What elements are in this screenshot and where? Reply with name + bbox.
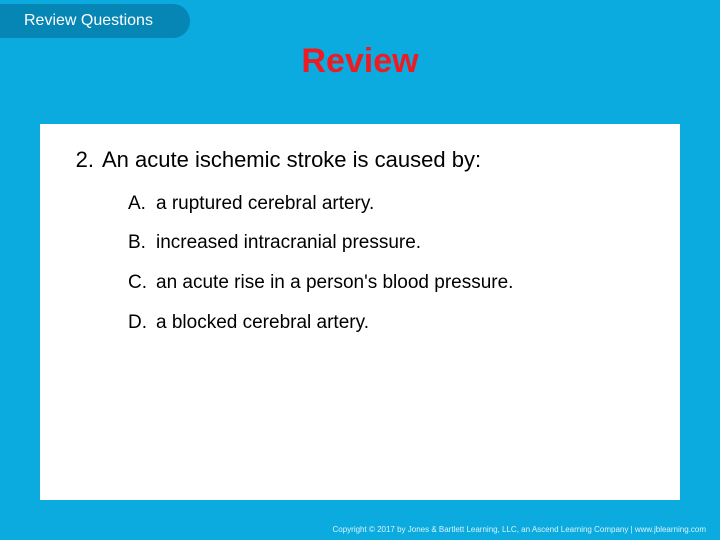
option-text: increased intracranial pressure. — [156, 231, 421, 255]
copyright-footer: Copyright © 2017 by Jones & Bartlett Lea… — [332, 525, 706, 534]
options-list: A. a ruptured cerebral artery. B. increa… — [70, 192, 650, 335]
option-row: B. increased intracranial pressure. — [128, 231, 650, 255]
option-letter: D. — [128, 312, 156, 334]
question-text: An acute ischemic stroke is caused by: — [102, 146, 481, 174]
question-number: 2. — [70, 147, 102, 173]
slide-title: Review — [0, 42, 720, 81]
option-row: C. an acute rise in a person's blood pre… — [128, 271, 650, 295]
option-text: a blocked cerebral artery. — [156, 311, 369, 335]
question-row: 2. An acute ischemic stroke is caused by… — [70, 146, 650, 174]
option-text: an acute rise in a person's blood pressu… — [156, 271, 513, 295]
section-tab: Review Questions — [0, 4, 190, 38]
option-row: D. a blocked cerebral artery. — [128, 311, 650, 335]
option-letter: C. — [128, 272, 156, 294]
content-panel: 2. An acute ischemic stroke is caused by… — [40, 124, 680, 500]
option-letter: A. — [128, 193, 156, 215]
section-tab-label: Review Questions — [24, 12, 153, 30]
option-letter: B. — [128, 232, 156, 254]
option-text: a ruptured cerebral artery. — [156, 192, 374, 216]
option-row: A. a ruptured cerebral artery. — [128, 192, 650, 216]
